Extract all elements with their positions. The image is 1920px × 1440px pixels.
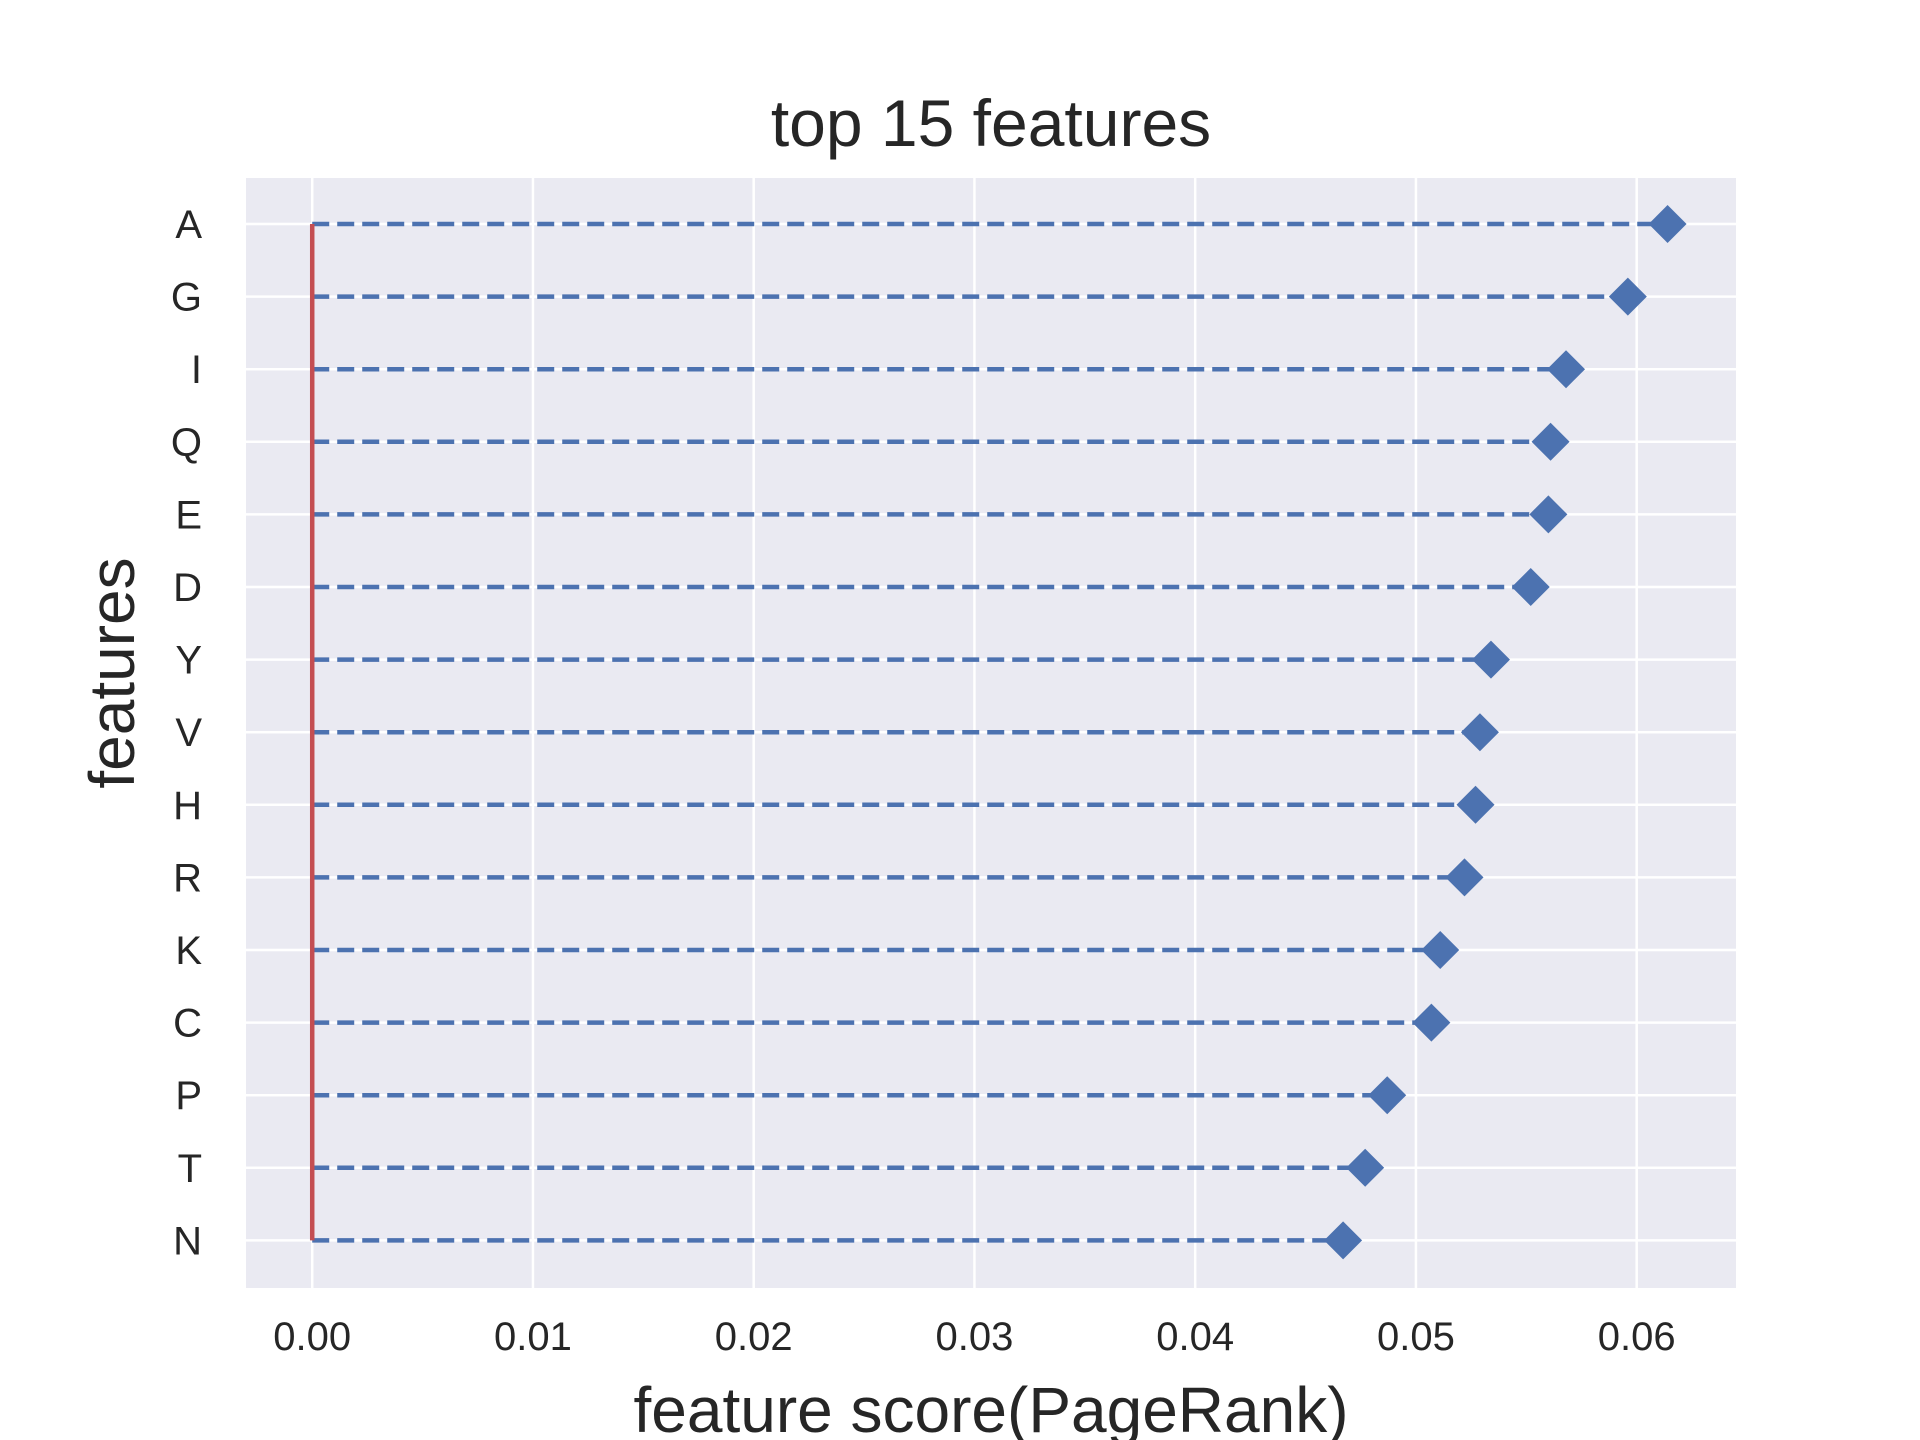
marker-P <box>1368 1076 1407 1115</box>
y-tick-label: H <box>173 784 202 828</box>
y-tick-label: R <box>173 856 202 900</box>
marker-V <box>1460 713 1499 752</box>
marker-C <box>1412 1003 1451 1042</box>
x-tick-label: 0.01 <box>494 1315 572 1359</box>
x-tick-labels: 0.00 0.01 0.02 0.03 0.04 0.05 0.06 <box>273 1315 1675 1359</box>
marker-G <box>1608 277 1647 316</box>
y-tick-label: N <box>173 1219 202 1263</box>
marker-H <box>1456 785 1495 824</box>
y-tick-label: D <box>173 566 202 610</box>
stem-lines <box>312 221 1668 1243</box>
marker-T <box>1346 1148 1385 1187</box>
x-tick-label: 0.00 <box>273 1315 351 1359</box>
y-tick-label: V <box>175 711 202 755</box>
x-tick-label: 0.06 <box>1598 1315 1676 1359</box>
y-tick-label: P <box>175 1074 202 1118</box>
y-tick-label: Y <box>175 639 202 683</box>
y-tick-label: E <box>175 493 202 537</box>
y-tick-label: I <box>191 348 202 392</box>
y-tick-label: Q <box>171 421 202 465</box>
y-axis-title: features <box>76 557 148 788</box>
x-tick-label: 0.04 <box>1156 1315 1234 1359</box>
y-tick-label: K <box>175 929 202 973</box>
marker-I <box>1547 350 1586 389</box>
marker-K <box>1421 931 1460 969</box>
marker-R <box>1445 858 1484 897</box>
y-tick-label: T <box>178 1147 202 1191</box>
y-tick-label: G <box>171 276 202 320</box>
markers <box>1324 205 1687 1260</box>
marker-Q <box>1531 422 1570 461</box>
x-axis-title: feature score(PageRank) <box>633 1374 1348 1440</box>
x-tick-label: 0.03 <box>936 1315 1014 1359</box>
marker-A <box>1648 205 1687 243</box>
y-tick-label: C <box>173 1002 202 1046</box>
marker-D <box>1511 568 1550 606</box>
marker-E <box>1529 495 1568 534</box>
y-tick-label: A <box>175 203 202 247</box>
x-tick-label: 0.02 <box>715 1315 793 1359</box>
marker-Y <box>1471 640 1510 679</box>
chart-title: top 15 features <box>771 86 1211 160</box>
marker-N <box>1324 1221 1363 1260</box>
x-tick-label: 0.05 <box>1377 1315 1455 1359</box>
